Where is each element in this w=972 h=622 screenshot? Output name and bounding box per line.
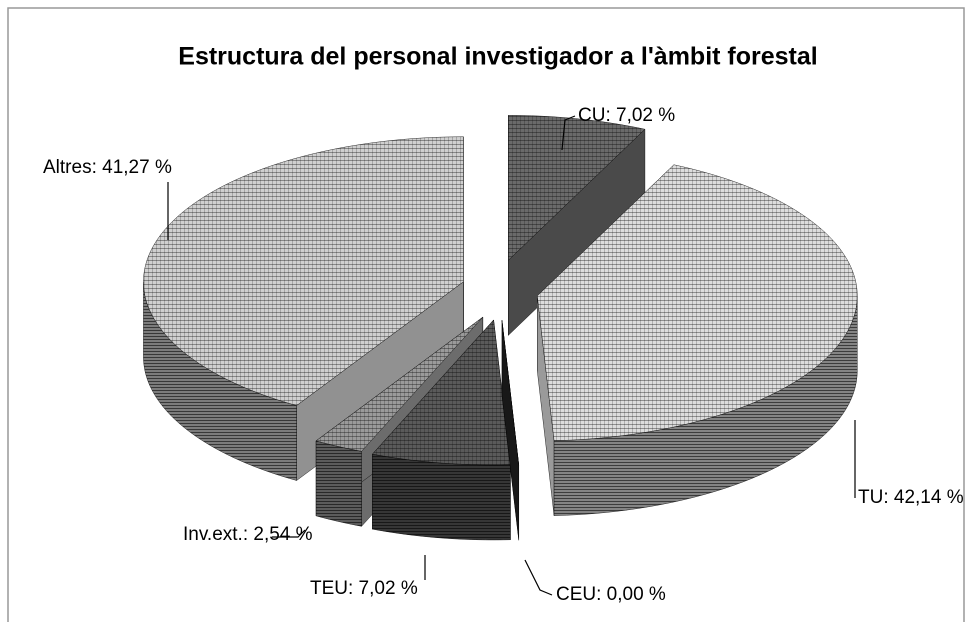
slice-top-texture bbox=[508, 115, 645, 261]
slice-top-texture bbox=[372, 319, 511, 465]
slice-wall-texture bbox=[372, 454, 511, 540]
leader-line bbox=[272, 529, 306, 538]
slice-wall-texture bbox=[316, 440, 362, 527]
data-label: CEU: 0,00 % bbox=[556, 584, 666, 605]
leader-line bbox=[524, 559, 553, 596]
slice bbox=[508, 115, 646, 336]
slice bbox=[501, 320, 519, 541]
slice bbox=[371, 319, 511, 541]
slice-top-texture bbox=[143, 136, 464, 406]
data-label: TU: 42,14 % bbox=[858, 487, 964, 508]
slice-top-texture bbox=[316, 317, 483, 452]
chart-title: Estructura del personal investigador a l… bbox=[178, 43, 817, 71]
slice-top-texture bbox=[537, 164, 858, 441]
pie bbox=[143, 115, 858, 541]
slice-wall-texture bbox=[554, 295, 858, 516]
labels: CU: 7,02 % TU: 42,14 % CEU: 0,00 % TEU: 7,0… bbox=[43, 105, 964, 605]
leader-line bbox=[561, 115, 576, 151]
data-label: CU: 7,02 % bbox=[578, 105, 675, 126]
data-label: Inv.ext.: 2,54 % bbox=[183, 524, 313, 545]
slice-wall-texture bbox=[143, 281, 297, 481]
slice bbox=[537, 164, 858, 516]
slice bbox=[143, 136, 464, 481]
data-label: TEU: 7,02 % bbox=[310, 578, 418, 599]
data-label: Altres: 41,27 % bbox=[43, 157, 172, 178]
